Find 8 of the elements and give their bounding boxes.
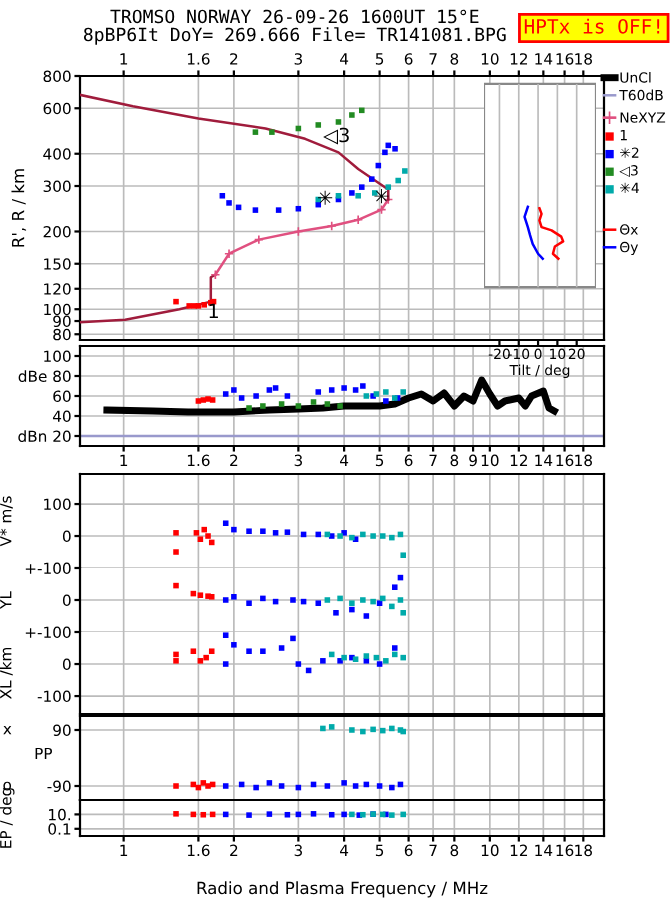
chart-title: TROMSO NORWAY 26-09-26 1600UT 15°E	[110, 9, 479, 24]
chart-subtitle: 8pBP6It DoY= 269.666 File= TR141081.BPG	[83, 27, 506, 45]
annotation: ✳	[318, 190, 333, 205]
annotation: 1	[209, 303, 218, 318]
x-axis-title: Radio and Plasma Frequency / MHz	[197, 881, 488, 898]
text: HPTx is OFF!	[524, 18, 660, 34]
y-axis-title: R', R / km	[11, 169, 27, 247]
annotation: ◁3	[323, 127, 349, 145]
